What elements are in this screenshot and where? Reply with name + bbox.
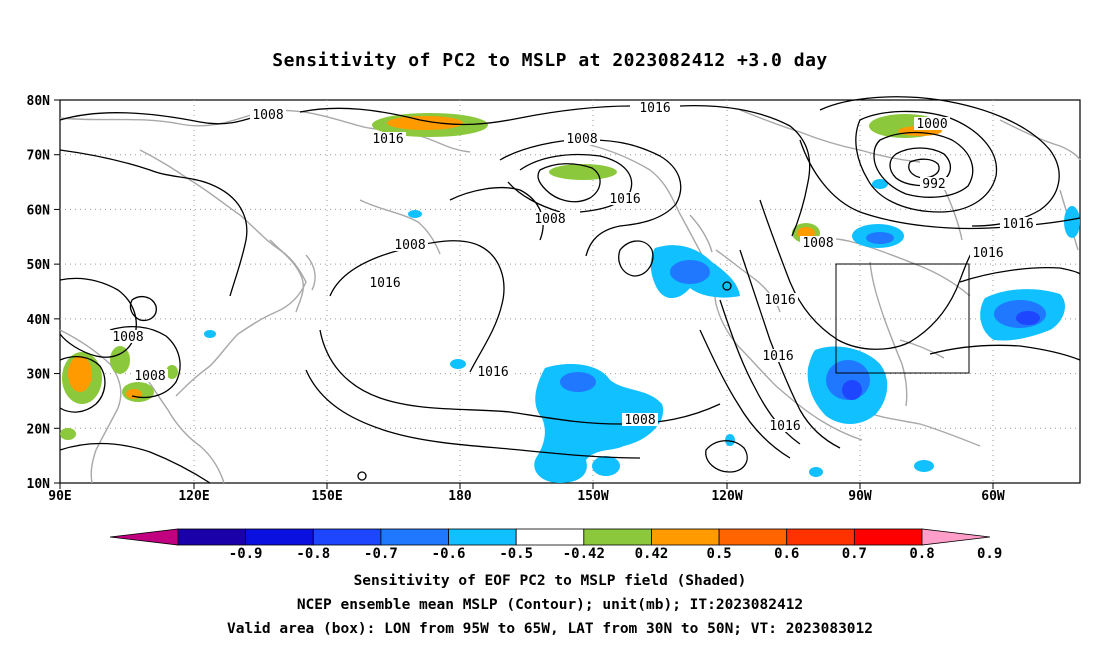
x-tick-label: 180 (448, 489, 472, 504)
contour-label-bg (367, 276, 403, 289)
x-axis-ticks: 90E 120E 150E 180 150W 120W 90W 60W (48, 483, 1005, 504)
colorbar-bin (583, 528, 652, 546)
colorbar-label: -0.8 (296, 546, 330, 562)
x-tick-label: 90E (48, 489, 71, 504)
contour-label: 1008 (566, 132, 597, 147)
colorbar-label: -0.7 (364, 546, 398, 562)
contour-label: 1016 (1002, 217, 1033, 232)
contour-label-bg (564, 132, 600, 145)
contour-label-bg (370, 132, 406, 145)
colorbar-labels: -0.9 -0.8 -0.7 -0.6 -0.5 -0.42 0.42 0.5 0.6 0.7 0.… (229, 546, 1003, 562)
contour-label-bg (767, 419, 803, 432)
y-axis-ticks: 80N 70N 60N 50N 40N 30N 20N 10N (27, 94, 60, 492)
y-tick-label: 20N (27, 422, 51, 437)
colorbar-label: 0.8 (909, 546, 934, 562)
y-tick-label: 80N (27, 94, 51, 109)
x-tick-label: 90W (848, 489, 872, 504)
y-tick-label: 10N (27, 477, 51, 492)
contour-label: 1008 (624, 413, 655, 428)
contour-label-bg (110, 330, 146, 343)
colorbar-label: -0.42 (563, 546, 605, 562)
contour-label: 1016 (972, 246, 1003, 261)
shading-positive (60, 113, 942, 440)
y-tick-label: 60N (27, 203, 51, 218)
colorbar-label: 0.9 (977, 546, 1002, 562)
contour-label: 1016 (769, 419, 800, 434)
contour-label: 1016 (372, 132, 403, 147)
colorbar-label: -0.6 (432, 546, 466, 562)
colorbar-min-arrow (109, 528, 179, 546)
colorbar-bin (786, 528, 855, 546)
contour-label-bg (760, 349, 796, 362)
colorbar-bin (853, 528, 923, 546)
colorbar-label: 0.7 (842, 546, 867, 562)
contour-label: 1008 (394, 238, 425, 253)
x-tick-label: 150E (311, 489, 342, 504)
colorbar-bin (448, 528, 517, 546)
contour-label: 1016 (477, 365, 508, 380)
contour-label-bg (532, 212, 568, 225)
colorbar (109, 528, 991, 546)
contour-label: 1008 (112, 330, 143, 345)
contour-labels: 1008 1016 1008 1016 1000 992 1008 1016 1008 1016 1… (110, 101, 1036, 434)
map-area (59, 96, 1081, 484)
colorbar-label: -0.9 (229, 546, 263, 562)
colorbar-label: 0.5 (706, 546, 731, 562)
contour-label: 1000 (916, 117, 947, 132)
x-tick-label: 120E (178, 489, 209, 504)
contour-label-bg (475, 365, 511, 378)
x-tick-label: 60W (981, 489, 1005, 504)
contour-label: 1016 (369, 276, 400, 291)
contour-label-bg (1000, 217, 1036, 230)
contour-label-bg (914, 117, 950, 130)
contour-label-bg (132, 369, 168, 382)
contour-label-bg (607, 192, 643, 205)
contour-label: 992 (922, 177, 945, 192)
colorbar-bin (515, 528, 585, 546)
contour-label: 1008 (802, 236, 833, 251)
chart-title: Sensitivity of PC2 to MSLP at 2023082412… (272, 50, 828, 71)
contour-label: 1016 (762, 349, 793, 364)
x-tick-label: 120W (711, 489, 742, 504)
colorbar-bin (177, 528, 247, 546)
colorbar-bin (718, 528, 788, 546)
colorbar-bin (651, 528, 720, 546)
contour-label-bg (762, 293, 798, 306)
caption-line-1: Sensitivity of EOF PC2 to MSLP field (Sh… (353, 573, 747, 589)
x-tick-label: 150W (577, 489, 608, 504)
contour-label-bg (250, 108, 286, 121)
contour-label-bg (637, 101, 673, 114)
contour-label-bg (622, 413, 658, 426)
contour-label: 1008 (534, 212, 565, 227)
contour-label-bg (920, 177, 948, 190)
colorbar-label: 0.42 (635, 546, 669, 562)
colorbar-label: -0.5 (499, 546, 533, 562)
colorbar-label: 0.6 (774, 546, 799, 562)
colorbar-bin (245, 528, 314, 546)
y-tick-label: 50N (27, 258, 51, 273)
y-tick-label: 40N (27, 313, 51, 328)
y-tick-label: 70N (27, 149, 51, 164)
colorbar-max-arrow (921, 528, 991, 546)
contour-label: 1016 (764, 293, 795, 308)
colorbar-bin (380, 528, 449, 546)
colorbar-bin (312, 528, 382, 546)
caption-line-3: Valid area (box): LON from 95W to 65W, L… (226, 621, 873, 637)
contour-label-bg (392, 238, 428, 251)
contour-label-bg (970, 246, 1006, 259)
contour-label: 1016 (609, 192, 640, 207)
contour-label: 1008 (252, 108, 283, 123)
contour-label: 1016 (639, 101, 670, 116)
contour-label-bg (800, 236, 836, 249)
contour-label: 1008 (134, 369, 165, 384)
y-tick-label: 30N (27, 368, 51, 383)
valid-area-box (835, 263, 970, 374)
caption-line-2: NCEP ensemble mean MSLP (Contour); unit(… (296, 597, 804, 613)
